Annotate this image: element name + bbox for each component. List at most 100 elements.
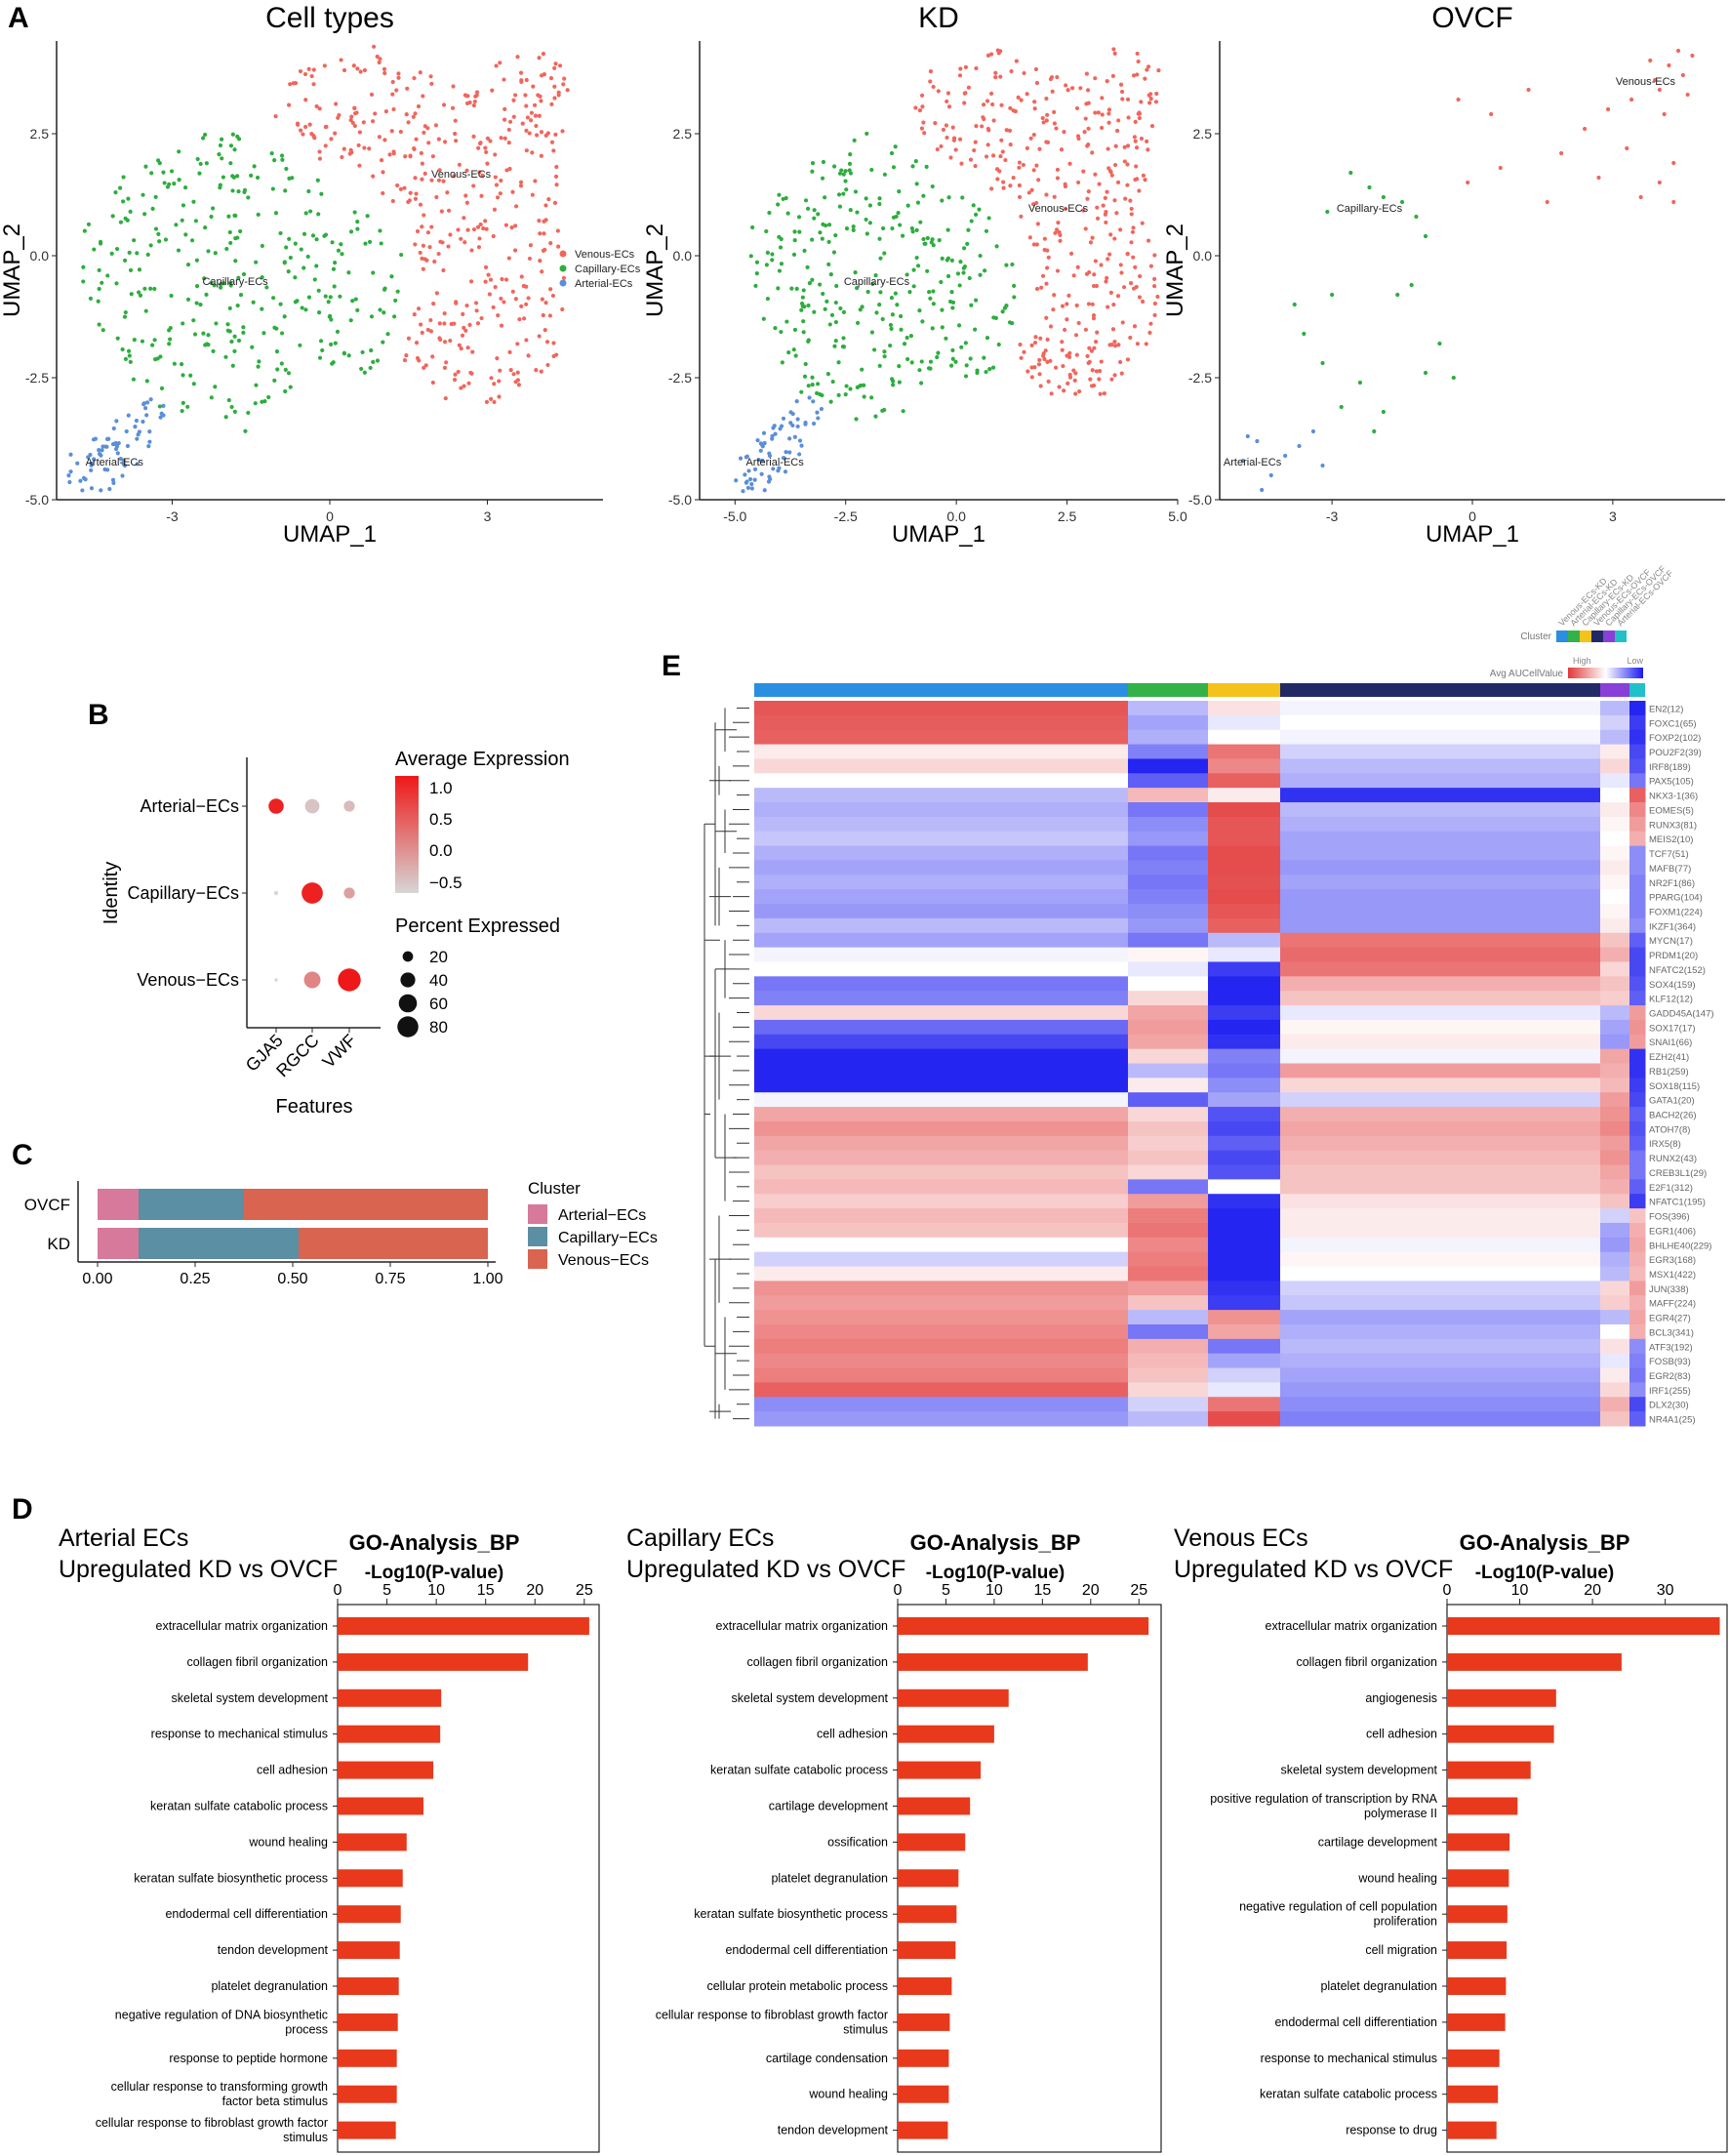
dotplot-size-tick: 20 <box>429 948 448 966</box>
umap-cell-point <box>1042 356 1047 362</box>
umap-cell-point <box>1093 76 1098 81</box>
umap-cell-point <box>293 81 299 86</box>
umap-cell-point <box>150 206 155 211</box>
umap-cell-point <box>1013 108 1018 114</box>
heatmap-cell <box>754 1120 1129 1137</box>
umap-cell-point <box>1038 336 1043 341</box>
umap-cell-point <box>406 336 412 341</box>
heatmap-cell <box>1629 991 1646 1006</box>
heatmap-gene-label: SOX4(159) <box>1649 980 1696 991</box>
umap-cell-point <box>1690 53 1695 59</box>
umap-cell-point <box>381 340 385 345</box>
umap-cell-point <box>441 102 447 107</box>
umap-cell-point <box>371 270 376 275</box>
umap-cell-point <box>831 250 837 255</box>
heatmap-cell <box>1208 875 1281 890</box>
heatmap-cluster-swatch <box>1580 631 1591 642</box>
umap-cell-point <box>483 264 489 270</box>
heatmap-cell <box>1629 1048 1646 1064</box>
umap-cell-point <box>332 284 337 289</box>
umap-cell-point <box>1076 320 1081 326</box>
umap-cell-point <box>549 140 555 144</box>
umap-cell-point <box>288 82 293 87</box>
umap-cell-point <box>1019 214 1024 219</box>
umap-cell-point <box>1031 168 1036 173</box>
go-panel-subtitle: Upregulated KD vs OVCF <box>59 1556 338 1583</box>
umap-cell-point <box>1022 70 1026 76</box>
umap-cell-point <box>1032 340 1038 346</box>
heatmap-gene-label: ATF3(192) <box>1649 1342 1693 1353</box>
umap-cell-point <box>905 356 910 362</box>
umap-cell-point <box>513 297 518 302</box>
proportion-segment <box>244 1189 488 1220</box>
go-bar <box>898 1617 1149 1635</box>
heatmap-cell <box>1629 1367 1646 1383</box>
umap-cell-point <box>950 356 955 361</box>
umap-cell-point <box>525 115 530 120</box>
umap-cell-point <box>391 106 396 112</box>
umap-cell-point <box>502 117 507 122</box>
umap-cell-point <box>1016 95 1021 101</box>
umap-cluster-label: Capillary-ECs <box>1337 203 1403 215</box>
heatmap-cell <box>1280 744 1601 759</box>
umap-cell-point <box>801 288 806 293</box>
umap-cell-point <box>917 307 922 313</box>
umap-cell-point <box>1061 363 1066 369</box>
umap-cell-point <box>506 140 511 145</box>
umap-cell-point <box>390 92 395 97</box>
umap-cell-point <box>1084 71 1089 76</box>
umap-cell-point <box>418 202 423 207</box>
umap-cell-point <box>1090 302 1095 306</box>
umap-cell-point <box>1011 176 1016 181</box>
heatmap-cell <box>1128 1092 1209 1108</box>
umap-cell-point <box>381 190 385 196</box>
heatmap-cell <box>1128 1251 1209 1268</box>
umap-cell-point <box>914 255 919 261</box>
heatmap-cell <box>1600 758 1630 774</box>
umap-cell-point <box>378 57 382 61</box>
umap-cell-point <box>433 123 439 128</box>
umap-cell-point <box>459 236 463 241</box>
umap-cell-point <box>1018 342 1023 347</box>
umap-cell-point <box>1078 86 1083 91</box>
umap-cell-point <box>390 79 395 85</box>
umap-cell-point <box>791 347 796 352</box>
go-x-tick-label: 20 <box>526 1582 543 1599</box>
umap-cell-point <box>1057 229 1062 235</box>
umap-cell-point <box>841 345 847 349</box>
heatmap-cell <box>1280 932 1601 949</box>
umap-cell-point <box>1051 307 1056 312</box>
umap-cell-point <box>899 313 904 319</box>
heatmap-cell <box>754 802 1129 818</box>
umap-cell-point <box>1106 111 1111 116</box>
heatmap-cell <box>1629 758 1646 774</box>
heatmap-cell <box>1128 1107 1209 1122</box>
umap-cell-point <box>794 286 799 292</box>
go-bar <box>1447 1905 1508 1924</box>
umap-cell-point <box>351 63 356 68</box>
umap-cell-point <box>534 367 539 373</box>
umap-cell-point <box>758 441 763 446</box>
umap-cell-point <box>552 84 557 89</box>
dotplot-feature-label: VWF <box>318 1031 359 1072</box>
umap-cell-point <box>947 299 953 305</box>
umap-cell-point <box>123 309 128 315</box>
umap-cell-point <box>415 228 421 234</box>
heatmap-cell <box>1629 1310 1646 1325</box>
umap-cell-point <box>1044 281 1049 286</box>
umap-cell-point <box>1108 290 1113 295</box>
umap-cell-point <box>1087 346 1092 350</box>
umap-cell-point <box>128 267 134 272</box>
umap-cell-point <box>419 150 423 155</box>
umap-cell-point <box>1075 264 1080 269</box>
umap-cell-point <box>811 399 816 404</box>
umap-cell-point <box>1026 190 1031 195</box>
umap-cell-point <box>126 413 131 418</box>
umap-cell-point <box>357 163 362 168</box>
umap-cell-point <box>212 283 217 288</box>
go-term-label: endodermal cell differentiation <box>165 1907 328 1921</box>
umap-cell-point <box>350 299 355 304</box>
heatmap-cell <box>1600 1353 1630 1369</box>
umap-cell-point <box>1097 368 1103 374</box>
